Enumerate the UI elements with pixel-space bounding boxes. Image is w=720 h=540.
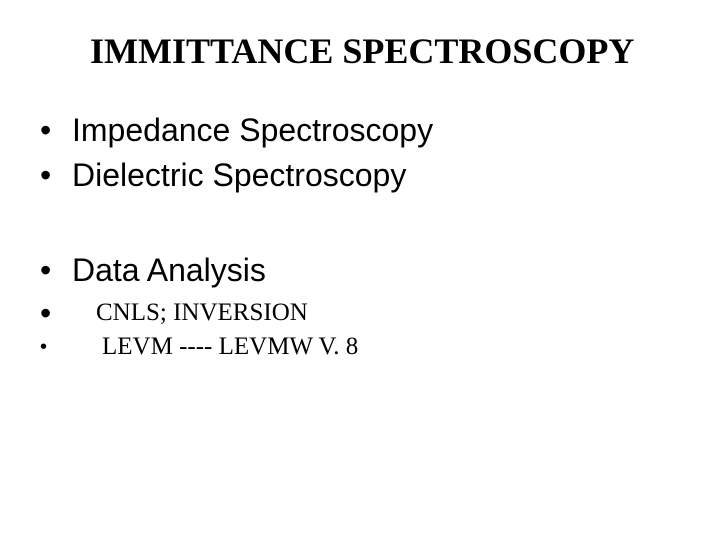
- bullet-text: Dielectric Spectroscopy: [72, 157, 406, 194]
- sub-bullet-text: LEVM ---- LEVMW V. 8: [102, 333, 358, 361]
- bullet-mark: •: [40, 157, 54, 194]
- bullet-text: Impedance Spectroscopy: [72, 112, 433, 149]
- second-bullet-list: • Data Analysis • CNLS; INVERSION • LEVM…: [40, 252, 680, 361]
- bullet-item-data-analysis: • Data Analysis: [40, 252, 680, 289]
- spacer: [40, 202, 680, 252]
- bullet-item-dielectric: • Dielectric Spectroscopy: [40, 157, 680, 194]
- sub-bullet-cnls: • CNLS; INVERSION: [40, 297, 680, 329]
- sub-bullet-text: CNLS; INVERSION: [96, 299, 308, 327]
- sub-bullet-levm: • LEVM ---- LEVMW V. 8: [40, 333, 680, 361]
- bullet-item-impedance: • Impedance Spectroscopy: [40, 112, 680, 149]
- bullet-mark: •: [40, 112, 54, 149]
- bullet-text: Data Analysis: [72, 252, 266, 289]
- main-bullet-list: • Impedance Spectroscopy • Dielectric Sp…: [40, 112, 680, 194]
- bullet-mark: •: [40, 252, 54, 289]
- bullet-mark: •: [40, 297, 54, 329]
- slide-title: IMMITTANCE SPECTROSCOPY: [90, 30, 680, 72]
- bullet-mark: •: [40, 337, 54, 357]
